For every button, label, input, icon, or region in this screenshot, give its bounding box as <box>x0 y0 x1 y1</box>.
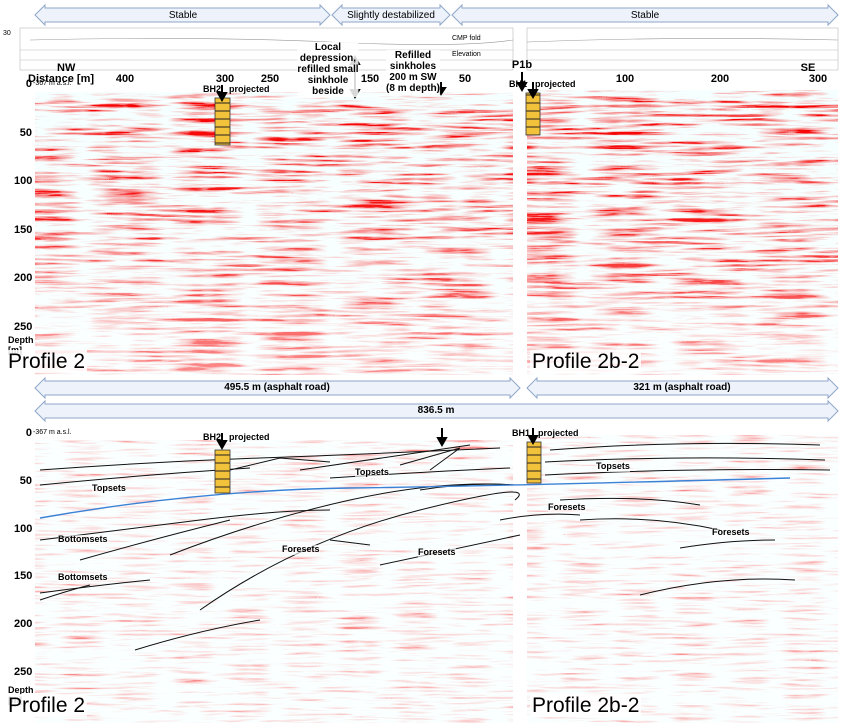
depth-tick: 50 <box>19 126 32 139</box>
profile-label: Profile 2b-2 <box>530 350 642 374</box>
depth-label: Depth [m] <box>8 335 34 355</box>
stability-label: Stable <box>630 10 660 21</box>
axis-title: Distance [m] <box>28 73 95 85</box>
depth-tick: 200 <box>14 618 33 630</box>
profile-label: Profile 2 <box>6 350 88 374</box>
distance-tick: 300 <box>808 73 828 85</box>
depth-tick: 0 <box>25 427 32 439</box>
distance-tick: 50 <box>458 73 472 85</box>
horizon-label: Topsets <box>596 461 630 472</box>
borehole-name: BH1 <box>512 428 531 438</box>
borehole-name: BH1 <box>509 79 528 89</box>
horizon-label: Foresets <box>548 502 586 513</box>
depth-tick: 50 <box>19 474 32 487</box>
horizon-label: Foresets <box>418 547 456 558</box>
distance-tick: 200 <box>710 73 730 85</box>
borehole-note: projected <box>535 79 576 89</box>
annotation: Local depression, refilled small sinkhol… <box>297 42 359 97</box>
depth-tick: 200 <box>14 272 33 284</box>
borehole-name: BH2 <box>203 84 222 94</box>
distance-tick: 150 <box>360 73 380 85</box>
break-label: P1b <box>511 59 533 71</box>
borehole-note: projected <box>229 84 270 94</box>
header-legend: Elevation <box>452 51 481 58</box>
distance-tick: 100 <box>615 73 635 85</box>
depth-tick: 100 <box>14 175 33 187</box>
depth-tick: 250 <box>14 320 33 333</box>
borehole-name: BH2 <box>203 432 222 442</box>
borehole-note: projected <box>538 428 579 438</box>
length-label: 495.5 m (asphalt road) <box>224 382 330 393</box>
distance-tick: 300 <box>215 73 235 85</box>
horizon-label: Topsets <box>355 467 389 478</box>
depth-tick: 250 <box>14 665 33 678</box>
header-axis: 30 <box>3 30 11 37</box>
profile-label: Profile 2b-2 <box>530 694 642 718</box>
stability-label: Slightly destabilized <box>347 10 435 21</box>
borehole-note: projected <box>229 432 270 442</box>
horizon-label: Foresets <box>712 527 750 538</box>
depth-tick: 150 <box>14 570 33 583</box>
annotation: Refilled sinkholes 200 m SW (8 m depth) <box>386 50 440 94</box>
direction-label: NW <box>57 62 76 74</box>
profile-label: Profile 2 <box>6 694 88 718</box>
stability-label: Stable <box>168 10 198 21</box>
distance-tick: 250 <box>260 73 280 85</box>
depth-tick: 100 <box>14 522 33 535</box>
depth-tick: 150 <box>14 223 33 236</box>
depth-tick: 0 <box>25 78 32 90</box>
direction-label: SE <box>800 62 816 74</box>
length-label: 321 m (asphalt road) <box>633 382 731 393</box>
datum-label: -367 m a.s.l. <box>33 429 72 436</box>
header-legend: CMP fold <box>452 35 481 42</box>
horizon-label: Foresets <box>282 544 320 555</box>
datum-label: -367 m a.s.l. <box>33 80 72 87</box>
horizon-label: Bottomsets <box>58 534 108 545</box>
distance-tick: 400 <box>115 73 135 85</box>
horizon-label: Bottomsets <box>58 572 108 583</box>
horizon-label: Topsets <box>92 483 126 494</box>
length-label: 836.5 m <box>417 405 455 416</box>
